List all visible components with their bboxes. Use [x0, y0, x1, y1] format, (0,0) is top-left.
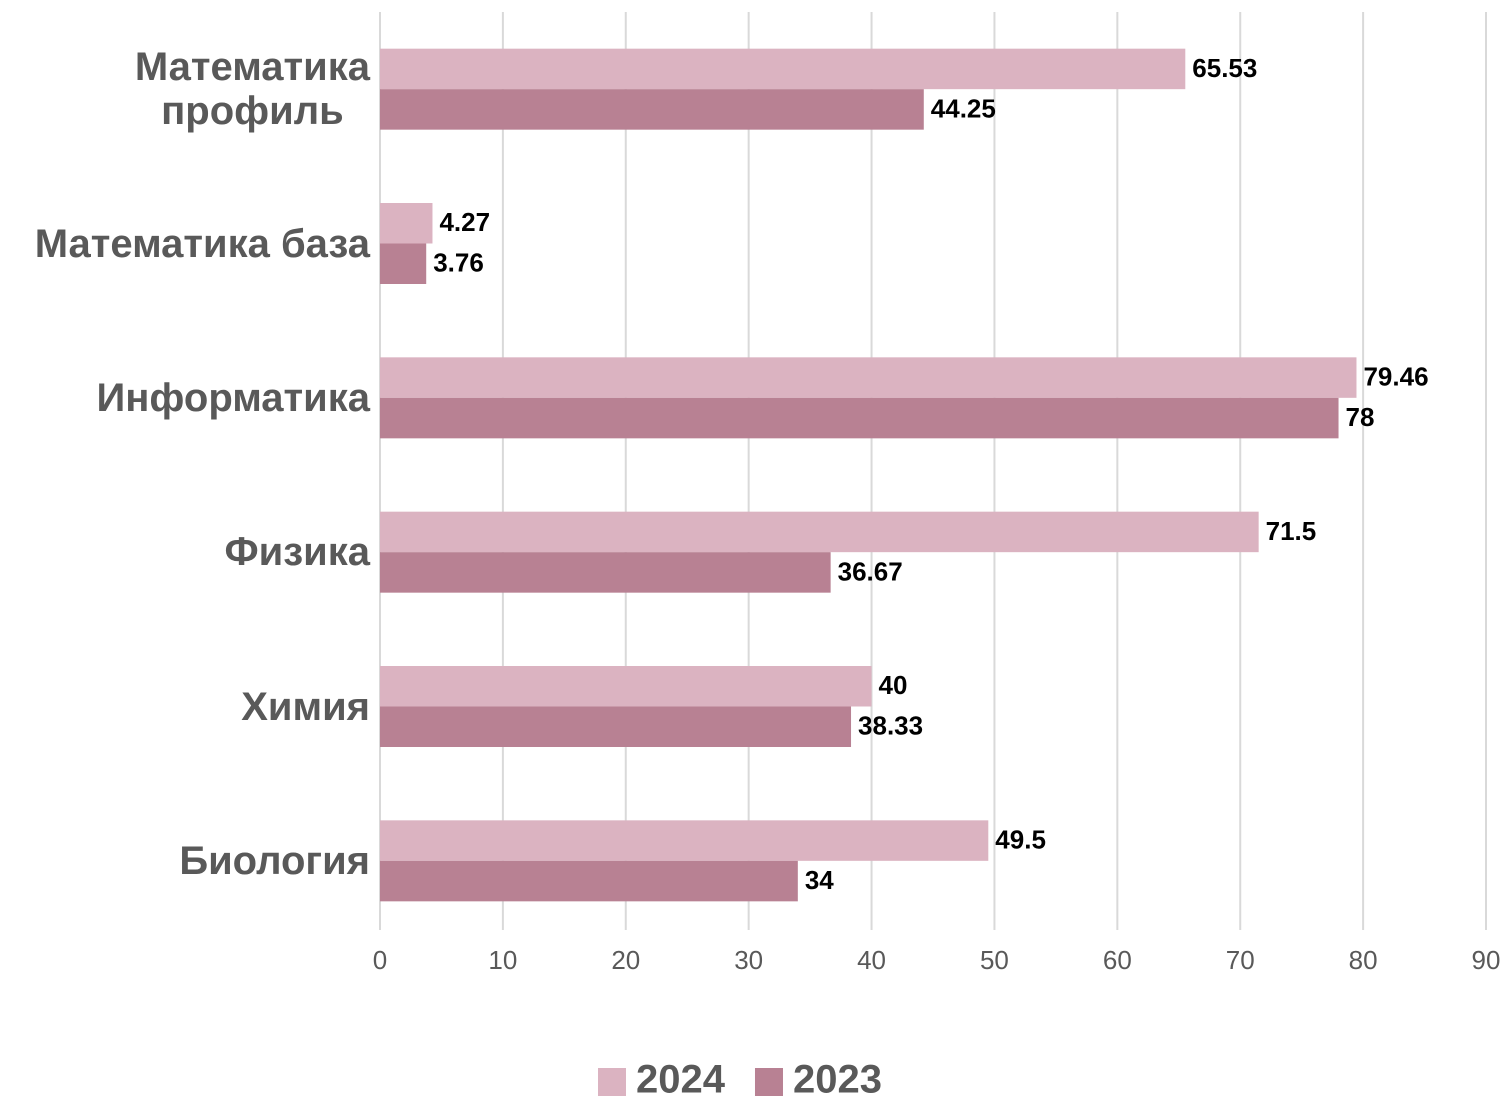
- value-label: 78: [1346, 402, 1375, 432]
- x-tick-label: 10: [488, 945, 517, 975]
- x-tick-label: 0: [373, 945, 387, 975]
- value-label: 65.53: [1192, 53, 1257, 83]
- x-tick-label: 80: [1349, 945, 1378, 975]
- value-label: 36.67: [838, 556, 903, 586]
- bar: [380, 89, 924, 130]
- value-label: 4.27: [439, 207, 490, 237]
- bar: [380, 511, 1259, 553]
- value-label: 44.25: [931, 93, 996, 123]
- x-tick-label: 90: [1472, 945, 1501, 975]
- value-label: 38.33: [858, 711, 923, 741]
- category-label: Химия: [241, 684, 370, 729]
- value-label: 3.76: [433, 248, 484, 278]
- bar: [380, 48, 1186, 90]
- category-label: Физика: [224, 530, 370, 575]
- bar: [380, 203, 433, 244]
- category-label: Информатика: [96, 375, 370, 420]
- bar: [380, 552, 831, 593]
- x-tick-label: 30: [734, 945, 763, 975]
- legend-swatch: [754, 1068, 783, 1096]
- value-label: 79.46: [1363, 361, 1428, 391]
- value-label: 40: [879, 670, 908, 700]
- value-label: 49.5: [995, 824, 1046, 854]
- bar: [380, 820, 989, 861]
- bar: [380, 706, 852, 747]
- legend-label: 2024: [636, 1058, 726, 1099]
- bar: [380, 666, 872, 707]
- x-tick-label: 60: [1103, 945, 1132, 975]
- value-label: 71.5: [1266, 516, 1317, 546]
- bar: [380, 243, 427, 284]
- category-label: Математика база: [34, 221, 370, 266]
- x-tick-label: 70: [1226, 945, 1255, 975]
- category-label: Математика профиль: [134, 45, 370, 134]
- bar: [380, 860, 798, 902]
- category-label: Биология: [179, 838, 370, 883]
- legend-swatch: [598, 1068, 626, 1096]
- x-tick-label: 40: [857, 945, 886, 975]
- legend-label: 2023: [793, 1058, 882, 1099]
- bar: [380, 357, 1357, 398]
- x-tick-label: 20: [611, 945, 640, 975]
- value-label: 34: [805, 865, 834, 895]
- bar: [380, 397, 1339, 439]
- x-tick-label: 50: [980, 945, 1009, 975]
